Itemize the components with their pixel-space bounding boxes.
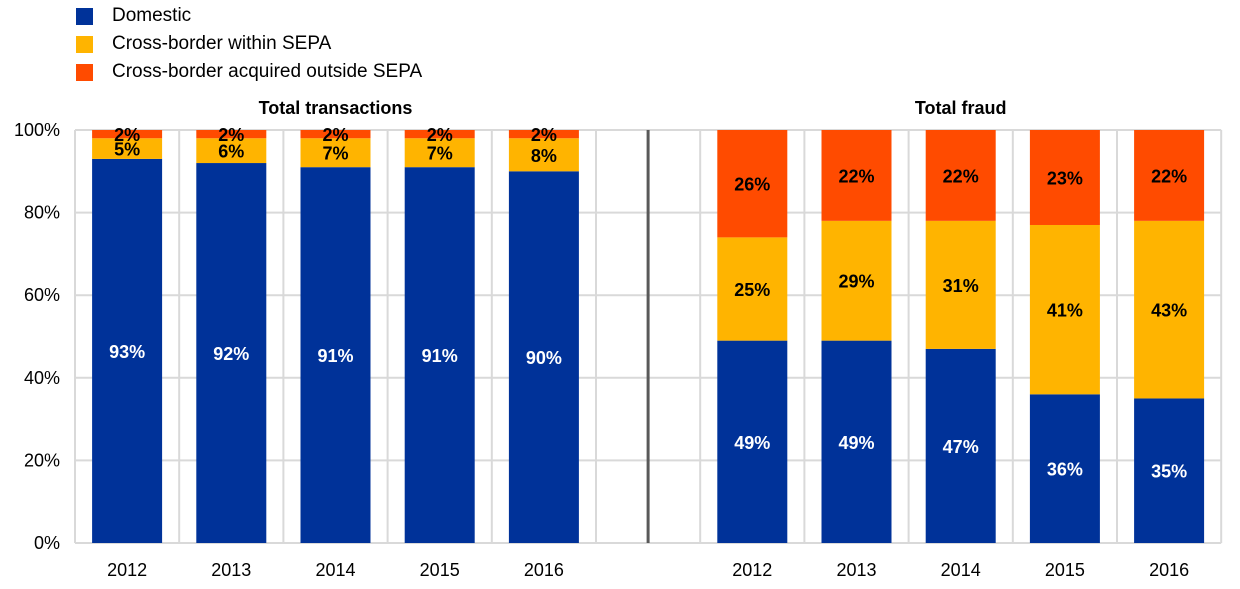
x-tick-label: 2013: [836, 560, 876, 580]
data-label: 41%: [1047, 301, 1083, 321]
data-label: 47%: [943, 437, 979, 457]
data-label: 2%: [322, 125, 348, 145]
x-tick-label: 2015: [420, 560, 460, 580]
data-label: 35%: [1151, 462, 1187, 482]
x-tick-label: 2014: [941, 560, 981, 580]
data-label: 91%: [317, 346, 353, 366]
bar-segment: [508, 171, 579, 544]
legend-label-cross-border-outside-sepa: Cross-border acquired outside SEPA: [112, 61, 423, 82]
x-tick-label: 2016: [1149, 560, 1189, 580]
x-tick-label: 2013: [211, 560, 251, 580]
bar-segment: [1134, 398, 1205, 543]
bar-segment: [1029, 224, 1100, 395]
bar-segment: [1134, 130, 1205, 221]
y-tick-label: 0%: [34, 533, 60, 553]
data-label: 8%: [531, 146, 557, 166]
legend-item-cross-border-sepa: Cross-border within SEPA: [76, 30, 422, 58]
x-tick-label: 2012: [107, 560, 147, 580]
y-tick-label: 100%: [14, 120, 60, 140]
data-label: 7%: [427, 144, 453, 164]
data-label: 26%: [734, 175, 770, 195]
data-label: 7%: [322, 144, 348, 164]
legend-swatch-domestic: [76, 7, 93, 25]
data-label: 43%: [1151, 301, 1187, 321]
y-tick-label: 80%: [24, 203, 60, 223]
bar-segment: [717, 130, 788, 238]
bar-segment: [196, 138, 267, 164]
bar-segment: [717, 340, 788, 543]
chart-legend: Domestic Cross-border within SEPA Cross-…: [76, 2, 422, 86]
data-label: 2%: [114, 125, 140, 145]
bar-segment: [404, 167, 475, 544]
bars: [92, 130, 1205, 544]
bar-segment: [1029, 394, 1100, 543]
legend-item-cross-border-outside-sepa: Cross-border acquired outside SEPA: [76, 58, 422, 86]
bar-segment: [92, 138, 163, 159]
data-label: 93%: [109, 342, 145, 362]
bar-segment: [196, 130, 267, 139]
bar-segment: [925, 348, 996, 543]
data-label: 22%: [838, 166, 874, 186]
x-tick-label: 2014: [315, 560, 355, 580]
data-label: 90%: [526, 348, 562, 368]
data-label: 29%: [838, 272, 874, 292]
data-label: 2%: [218, 125, 244, 145]
bar-segment: [300, 167, 371, 544]
data-label: 2%: [531, 125, 557, 145]
bar-segment: [300, 138, 371, 168]
data-label: 49%: [734, 433, 770, 453]
data-label: 22%: [1151, 166, 1187, 186]
bar-segment: [196, 163, 267, 544]
bar-segment: [717, 237, 788, 341]
panel-title: Total fraud: [915, 98, 1007, 118]
data-label: 91%: [422, 346, 458, 366]
bar-segment: [821, 220, 892, 341]
bar-segment: [821, 340, 892, 543]
bar-segment: [508, 130, 579, 139]
bar-segment: [300, 130, 371, 139]
axes: 0% 20% 40% 60% 80% 100% Total transactions 2012…: [14, 98, 1189, 580]
y-tick-label: 60%: [24, 285, 60, 305]
x-tick-label: 2016: [524, 560, 564, 580]
bar-segment: [404, 138, 475, 168]
data-label: 92%: [213, 344, 249, 364]
legend-label-domestic: Domestic: [112, 5, 192, 26]
data-label: 23%: [1047, 168, 1083, 188]
data-label: 2%: [427, 125, 453, 145]
x-tick-label: 2015: [1045, 560, 1085, 580]
y-tick-label: 40%: [24, 368, 60, 388]
data-label: 49%: [838, 433, 874, 453]
panel-title: Total transactions: [259, 98, 413, 118]
legend-item-domestic: Domestic: [76, 2, 422, 30]
data-label: 31%: [943, 276, 979, 296]
bar-segment: [1029, 130, 1100, 225]
data-label: 36%: [1047, 460, 1083, 480]
legend-label-cross-border-sepa: Cross-border within SEPA: [112, 33, 332, 54]
data-label: 25%: [734, 280, 770, 300]
data-label: 22%: [943, 166, 979, 186]
bar-segment: [92, 158, 163, 543]
legend-swatch-cross-border-outside-sepa: [76, 63, 93, 81]
x-tick-label: 2012: [732, 560, 772, 580]
data-label: 6%: [218, 142, 244, 162]
bar-segment: [92, 130, 163, 139]
bar-segment: [404, 130, 475, 139]
bar-segment: [925, 130, 996, 221]
data-label: 5%: [114, 140, 140, 160]
bar-segment: [925, 220, 996, 349]
bar-segment: [821, 130, 892, 221]
bar-segment: [1134, 220, 1205, 399]
data-labels: 93%5%2%92%6%2%91%7%2%91%7%2%90%8%2%49%25…: [109, 125, 1187, 482]
legend-swatch-cross-border-sepa: [76, 35, 93, 53]
bar-segment: [508, 138, 579, 172]
y-tick-label: 20%: [24, 450, 60, 470]
